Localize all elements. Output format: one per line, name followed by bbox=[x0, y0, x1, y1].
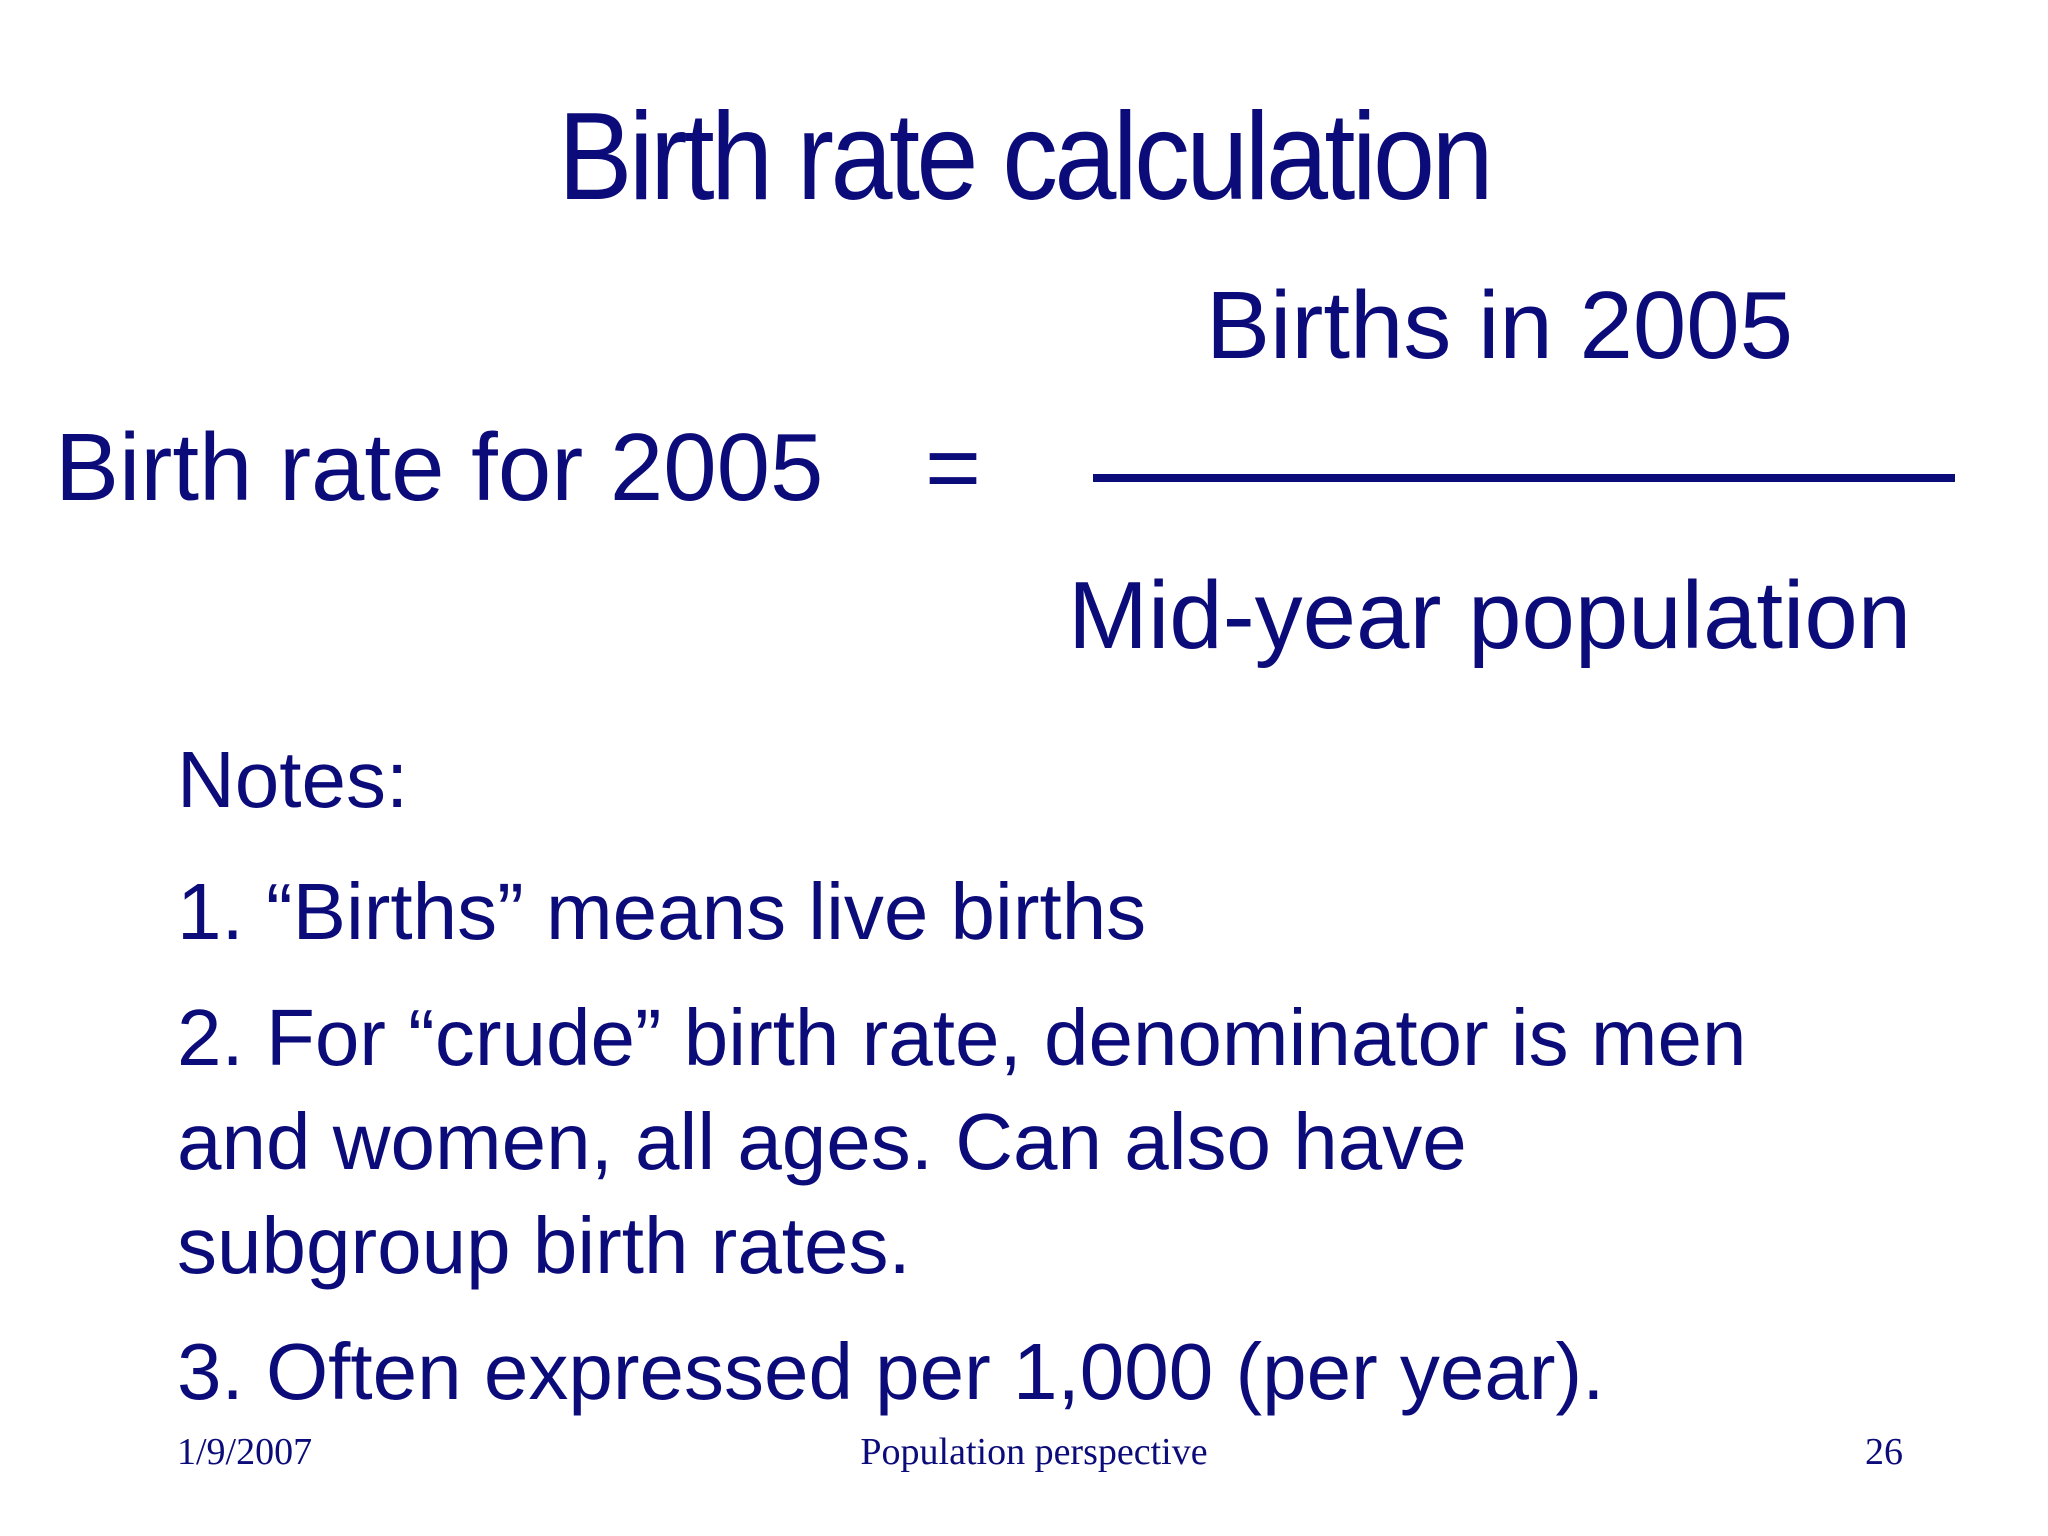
formula-numerator: Births in 2005 bbox=[1206, 272, 1794, 379]
note-line: 2. For “crude” birth rate, denominator i… bbox=[177, 993, 1747, 1082]
note-line: subgroup birth rates. bbox=[177, 1201, 911, 1290]
footer-date: 1/9/2007 bbox=[177, 1431, 313, 1473]
formula-equals-sign: = bbox=[925, 414, 982, 521]
note-line: 1. “Births” means live births bbox=[177, 867, 1147, 956]
formula-denominator: Mid-year population bbox=[1068, 562, 1912, 669]
note-line: 3. Often expressed per 1,000 (per year). bbox=[177, 1327, 1605, 1416]
note-item-1: 1. “Births” means live births bbox=[177, 860, 1957, 964]
notes-heading: Notes: bbox=[177, 735, 409, 824]
note-item-2: 2. For “crude” birth rate, denominator i… bbox=[177, 986, 1957, 1298]
notes-section: Notes: 1. “Births” means live births 2. … bbox=[177, 740, 1957, 1446]
fraction-bar bbox=[1093, 474, 1955, 482]
slide-title: Birth rate calculation bbox=[558, 88, 1494, 226]
formula-lhs: Birth rate for 2005 bbox=[55, 414, 824, 521]
footer-title: Population perspective bbox=[860, 1431, 1208, 1473]
note-item-3: 3. Often expressed per 1,000 (per year). bbox=[177, 1320, 1957, 1424]
note-line: and women, all ages. Can also have bbox=[177, 1097, 1467, 1186]
page-number: 26 bbox=[1865, 1431, 1903, 1473]
